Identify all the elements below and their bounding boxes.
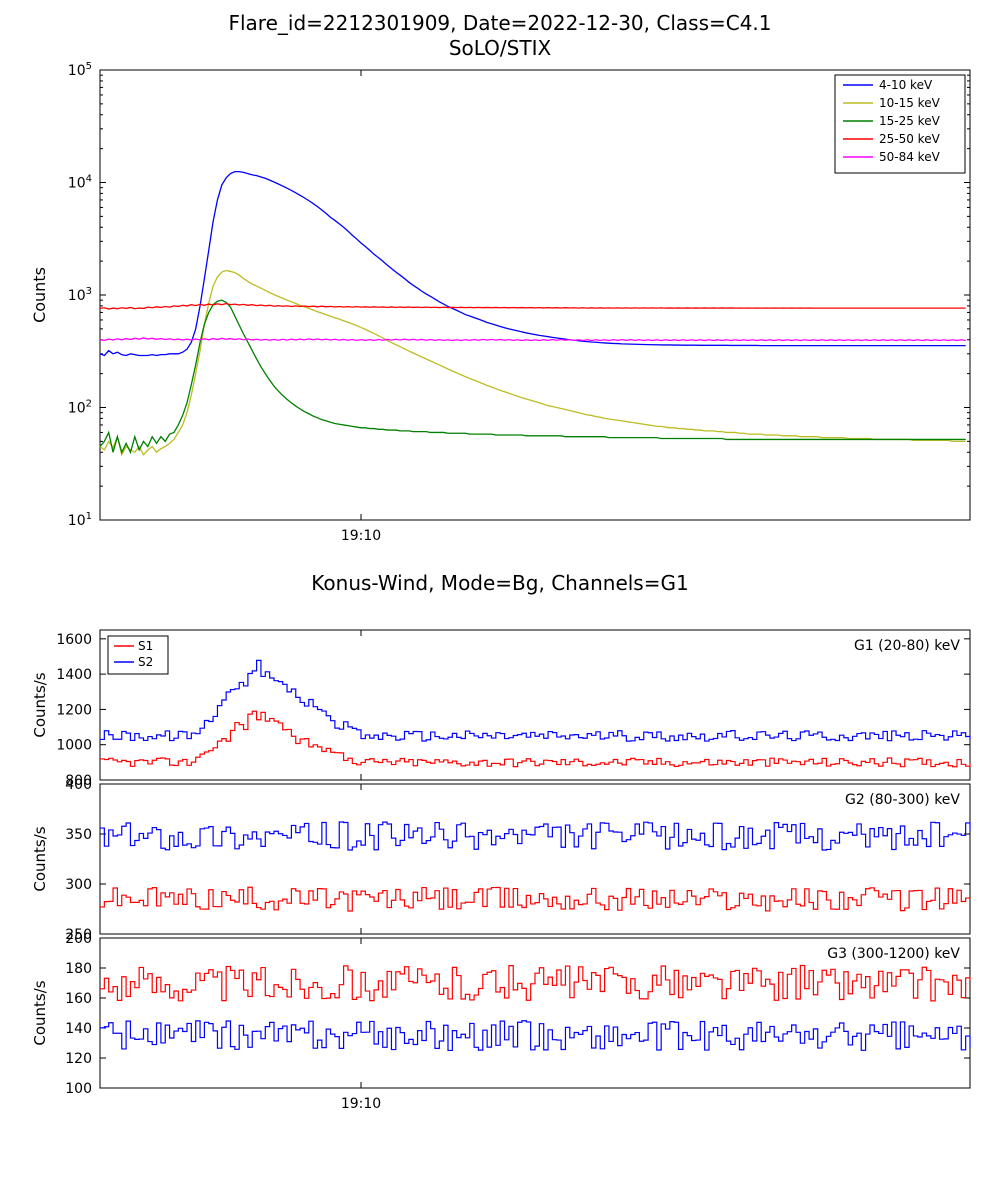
bottom-series-s2	[100, 822, 970, 850]
top-ylabel: Counts	[30, 267, 49, 323]
bottom-ytick-label: 1600	[56, 632, 92, 648]
legend-label: S1	[138, 639, 153, 653]
bottom-ytick-label: 180	[65, 961, 92, 977]
bottom-series-s2	[100, 660, 970, 741]
top-ytick-label: 105	[68, 61, 92, 79]
panel-annotation: G3 (300-1200) keV	[827, 946, 960, 962]
bottom-ytick-label: 1400	[56, 667, 92, 683]
bottom-ytick-label: 120	[65, 1051, 92, 1067]
top-ytick-label: 104	[68, 174, 92, 192]
bottom-ytick-label: 200	[65, 931, 92, 947]
panel-annotation: G1 (20-80) keV	[854, 638, 960, 654]
bottom-ytick-label: 350	[65, 827, 92, 843]
figure: Flare_id=2212301909, Date=2022-12-30, Cl…	[0, 0, 1000, 1200]
bottom-ytick-label: 400	[65, 777, 92, 793]
chart-svg: Flare_id=2212301909, Date=2022-12-30, Cl…	[0, 0, 1000, 1200]
series-10-15-keV	[100, 271, 966, 455]
bottom-ytick-label: 140	[65, 1021, 92, 1037]
bottom-panel-frame	[100, 630, 970, 780]
series-50-84-keV	[100, 338, 966, 341]
bottom-xtick-label: 19:10	[341, 1096, 381, 1112]
top-ytick-label: 102	[68, 399, 92, 417]
bottom-ytick-label: 1000	[56, 738, 92, 754]
legend-label: 25-50 keV	[879, 132, 941, 146]
bottom-ytick-label: 300	[65, 877, 92, 893]
bottom-panel-frame	[100, 784, 970, 934]
bottom-title: Konus-Wind, Mode=Bg, Channels=G1	[311, 571, 688, 595]
bottom-ytick-label: 160	[65, 991, 92, 1007]
top-xtick-label: 19:10	[341, 528, 381, 544]
main-title: Flare_id=2212301909, Date=2022-12-30, Cl…	[228, 11, 771, 35]
bottom-ylabel: Counts/s	[31, 980, 49, 1045]
bottom-ylabel: Counts/s	[31, 826, 49, 891]
top-ytick-label: 101	[68, 511, 92, 529]
top-chart-title: SoLO/STIX	[449, 36, 552, 60]
bottom-ylabel: Counts/s	[31, 672, 49, 737]
legend-label: S2	[138, 655, 153, 669]
legend-label: 50-84 keV	[879, 150, 941, 164]
bottom-series-s2	[100, 1021, 970, 1051]
bottom-series-s1	[100, 887, 970, 911]
series-15-25-keV	[100, 300, 966, 452]
panel-annotation: G2 (80-300) keV	[845, 792, 960, 808]
series-4-10-keV	[100, 172, 966, 356]
legend-label: 4-10 keV	[879, 78, 933, 92]
top-ytick-label: 103	[68, 286, 92, 304]
bottom-ytick-label: 100	[65, 1081, 92, 1097]
legend-label: 10-15 keV	[879, 96, 941, 110]
legend-label: 15-25 keV	[879, 114, 941, 128]
bottom-ytick-label: 1200	[56, 702, 92, 718]
bottom-series-s1	[100, 965, 970, 1000]
